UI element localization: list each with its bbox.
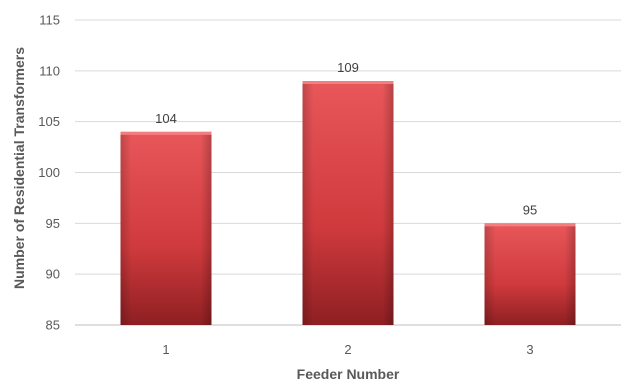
data-label: 104 — [155, 111, 177, 126]
y-tick-label: 115 — [39, 13, 60, 28]
y-axis-ticks: 85 90 95 100 105 110 115 — [38, 13, 60, 333]
bar-2: 109 — [302, 60, 394, 325]
y-tick-label: 85 — [46, 318, 60, 333]
bars: 104 109 95 — [120, 60, 576, 325]
x-tick-label: 2 — [344, 342, 351, 357]
bar-top-edge — [302, 81, 394, 84]
y-axis-title: Number of Residential Transformers — [11, 47, 27, 289]
bar-shading — [484, 223, 576, 325]
bar-top-edge — [120, 131, 212, 135]
bar-shading — [120, 131, 212, 325]
x-tick-label: 3 — [526, 342, 533, 357]
y-tick-label: 100 — [38, 165, 60, 180]
data-label: 95 — [523, 202, 537, 217]
x-tick-label: 1 — [162, 342, 169, 357]
bar-3: 95 — [484, 202, 576, 325]
bar-top-edge — [484, 223, 576, 227]
bar-shading — [302, 81, 394, 325]
y-tick-label: 95 — [46, 216, 60, 231]
bar-1: 104 — [120, 111, 212, 325]
data-label: 109 — [337, 60, 359, 75]
y-tick-label: 90 — [46, 267, 60, 282]
y-tick-label: 105 — [38, 114, 60, 129]
x-axis-ticks: 1 2 3 — [162, 342, 533, 357]
x-axis-title: Feeder Number — [297, 366, 400, 382]
y-tick-label: 110 — [39, 63, 60, 78]
